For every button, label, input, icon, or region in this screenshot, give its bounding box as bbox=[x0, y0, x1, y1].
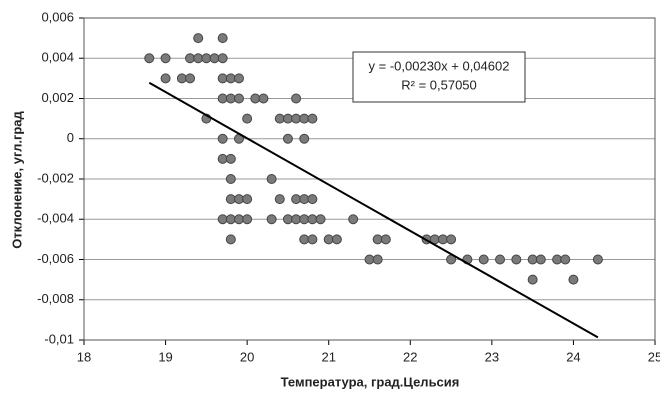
point bbox=[364, 254, 375, 265]
x-axis-title: Температура, град.Цельсия bbox=[281, 374, 460, 389]
point bbox=[233, 93, 244, 104]
y-tick-label: 0 bbox=[67, 130, 74, 145]
point bbox=[299, 214, 310, 225]
plot-frame bbox=[83, 17, 656, 341]
x-tick-label: 19 bbox=[158, 349, 172, 364]
point bbox=[552, 254, 563, 265]
point bbox=[233, 73, 244, 84]
point bbox=[201, 53, 212, 64]
x-tick-label: 22 bbox=[403, 349, 417, 364]
point bbox=[233, 214, 244, 225]
point bbox=[307, 113, 318, 124]
y-tick-label: 0,004 bbox=[41, 50, 74, 65]
point bbox=[242, 113, 253, 124]
point bbox=[592, 254, 603, 265]
point bbox=[233, 194, 244, 205]
point bbox=[193, 53, 204, 64]
point bbox=[291, 194, 302, 205]
point bbox=[274, 113, 285, 124]
point bbox=[372, 254, 383, 265]
point bbox=[299, 194, 310, 205]
point bbox=[217, 53, 228, 64]
point bbox=[185, 53, 196, 64]
y-tick-label: -0,002 bbox=[37, 170, 74, 185]
point bbox=[217, 73, 228, 84]
equation-box bbox=[352, 51, 526, 103]
point bbox=[560, 254, 571, 265]
trendline bbox=[148, 81, 599, 339]
equation-text: R² = 0,57050 bbox=[401, 77, 477, 92]
point bbox=[527, 254, 538, 265]
x-tick-label: 23 bbox=[485, 349, 499, 364]
point bbox=[217, 133, 228, 144]
point bbox=[307, 214, 318, 225]
point bbox=[495, 254, 506, 265]
point bbox=[323, 234, 334, 245]
x-tick-label: 20 bbox=[240, 349, 254, 364]
point bbox=[225, 73, 236, 84]
point bbox=[274, 194, 285, 205]
point bbox=[291, 214, 302, 225]
point bbox=[282, 133, 293, 144]
point bbox=[266, 214, 277, 225]
point bbox=[144, 53, 155, 64]
point bbox=[225, 174, 236, 184]
y-tick-label: -0,006 bbox=[37, 251, 74, 266]
point bbox=[225, 93, 236, 104]
point bbox=[176, 73, 187, 84]
point bbox=[160, 73, 171, 84]
point bbox=[307, 194, 318, 205]
x-tick-label: 25 bbox=[648, 349, 660, 364]
y-tick-label: -0,004 bbox=[37, 211, 74, 226]
point bbox=[299, 113, 310, 124]
point bbox=[160, 53, 171, 64]
point bbox=[258, 93, 269, 104]
point bbox=[348, 214, 359, 225]
point bbox=[185, 73, 196, 84]
point bbox=[282, 113, 293, 124]
point bbox=[242, 214, 253, 225]
x-tick-label: 21 bbox=[321, 349, 335, 364]
point bbox=[266, 174, 277, 184]
point bbox=[299, 133, 310, 144]
point bbox=[217, 93, 228, 104]
x-tick-label: 24 bbox=[566, 349, 580, 364]
point bbox=[225, 153, 236, 164]
point bbox=[217, 214, 228, 225]
point bbox=[225, 234, 236, 245]
point bbox=[535, 254, 546, 265]
x-tick-label: 18 bbox=[77, 349, 91, 364]
point bbox=[299, 234, 310, 245]
point bbox=[282, 214, 293, 225]
point bbox=[217, 153, 228, 164]
point bbox=[209, 53, 220, 64]
point bbox=[527, 274, 538, 285]
point bbox=[331, 234, 342, 245]
point bbox=[193, 33, 204, 44]
point bbox=[225, 214, 236, 225]
point bbox=[372, 234, 383, 245]
point bbox=[307, 234, 318, 245]
y-tick-label: 0,006 bbox=[41, 9, 74, 24]
point bbox=[568, 274, 579, 285]
point bbox=[242, 194, 253, 205]
point bbox=[478, 254, 489, 265]
y-tick-label: 0,002 bbox=[41, 90, 74, 105]
point bbox=[315, 214, 326, 225]
point bbox=[380, 234, 391, 245]
equation-text: y = -0,00230x + 0,04602 bbox=[369, 58, 510, 73]
y-tick-label: -0,01 bbox=[44, 331, 74, 346]
point bbox=[291, 93, 302, 104]
y-axis-title: Отклонение, угл.град bbox=[9, 110, 24, 248]
point bbox=[291, 113, 302, 124]
point bbox=[511, 254, 522, 265]
point bbox=[446, 234, 457, 245]
point bbox=[250, 93, 261, 104]
point bbox=[437, 234, 448, 245]
point bbox=[217, 33, 228, 44]
y-tick-label: -0,008 bbox=[37, 291, 74, 306]
point bbox=[225, 194, 236, 205]
